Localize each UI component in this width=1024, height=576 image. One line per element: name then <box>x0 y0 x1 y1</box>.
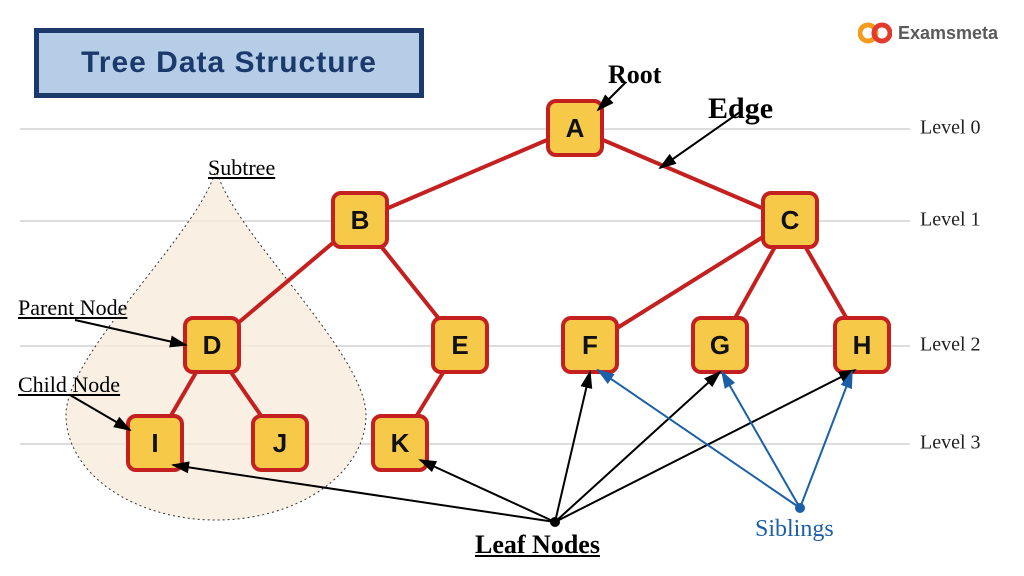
sibling-hub-dot <box>795 503 805 513</box>
pointer-arrow <box>70 395 130 430</box>
brand-logo: Examsmeta <box>858 22 998 44</box>
annotation-child: Child Node <box>18 372 120 398</box>
level-gridline <box>20 128 910 130</box>
title-text: Tree Data Structure <box>81 46 377 80</box>
level-label: Level 3 <box>920 432 981 455</box>
tree-node-c: C <box>761 191 819 249</box>
tree-node-g: G <box>691 316 749 374</box>
tree-edge <box>575 128 790 220</box>
annotation-edge: Edge <box>708 92 773 126</box>
tree-edge <box>360 128 575 220</box>
sibling-arrow <box>722 372 800 508</box>
level-label: Level 2 <box>920 334 981 357</box>
title-box: Tree Data Structure <box>34 28 424 98</box>
sibling-arrow <box>800 372 852 508</box>
tree-node-i: I <box>126 414 184 472</box>
tree-node-a: A <box>546 99 604 157</box>
leaf-arrow <box>555 372 590 522</box>
tree-edge <box>590 220 790 345</box>
tree-node-j: J <box>251 414 309 472</box>
leaf-arrow <box>420 460 555 522</box>
leaf-hub-dot <box>550 517 560 527</box>
annotation-siblings: Siblings <box>755 516 834 543</box>
leaf-arrow <box>555 372 720 522</box>
annotation-subtree: Subtree <box>208 155 275 181</box>
tree-node-e: E <box>431 316 489 374</box>
annotation-leaf: Leaf Nodes <box>475 530 600 560</box>
annotation-root: Root <box>608 60 661 90</box>
infinity-icon <box>858 22 892 44</box>
level-label: Level 1 <box>920 209 981 232</box>
tree-node-d: D <box>183 316 241 374</box>
leaf-arrow <box>555 370 855 522</box>
tree-node-h: H <box>833 316 891 374</box>
sibling-arrow <box>598 370 800 508</box>
level-label: Level 0 <box>920 117 981 140</box>
annotation-parent: Parent Node <box>18 295 127 321</box>
brand-name: Examsmeta <box>898 23 998 44</box>
tree-node-f: F <box>561 316 619 374</box>
tree-node-k: K <box>371 414 429 472</box>
tree-node-b: B <box>331 191 389 249</box>
pointer-arrow <box>75 320 186 345</box>
leaf-arrow <box>173 465 555 522</box>
